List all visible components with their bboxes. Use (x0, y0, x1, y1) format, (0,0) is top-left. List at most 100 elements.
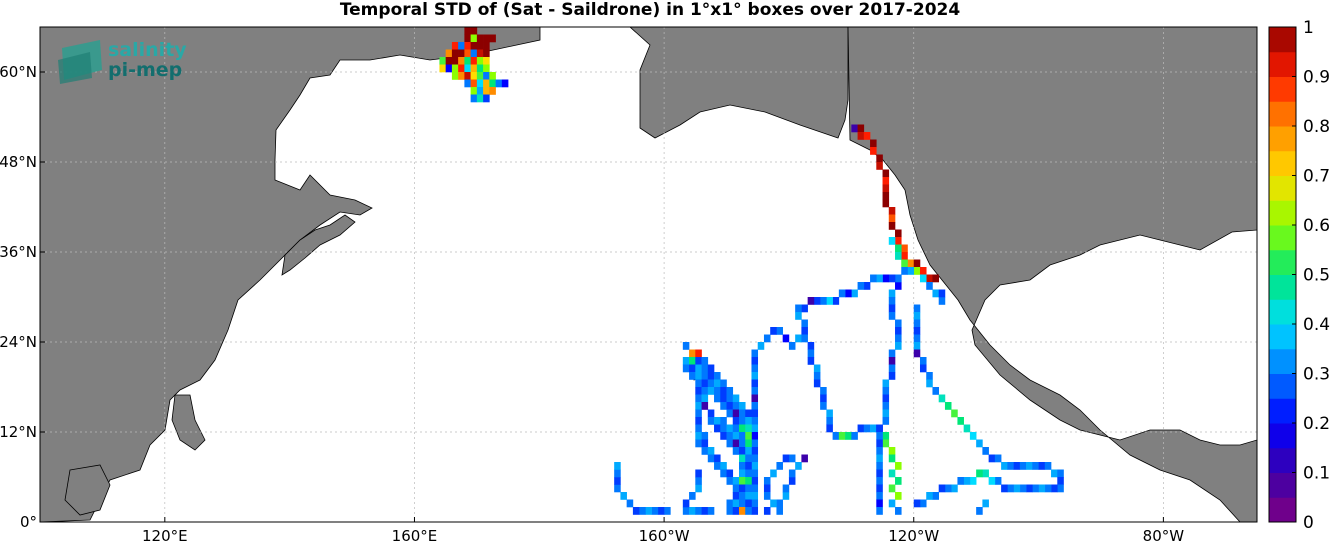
data-cell (751, 484, 759, 493)
colorbar-tick-label: 0.6 (1303, 216, 1330, 236)
x-tick-label: 160°E (392, 527, 438, 544)
data-cell (689, 372, 696, 380)
data-cell (1019, 462, 1027, 470)
data-cell (757, 342, 765, 350)
data-cell (732, 394, 740, 403)
data-cell (738, 417, 746, 425)
data-cell (826, 297, 833, 305)
data-cell (895, 477, 902, 485)
colorbar-segment (1269, 101, 1296, 127)
data-cell (470, 57, 478, 65)
data-cell (732, 447, 740, 455)
data-cell (476, 87, 484, 95)
data-cell (745, 477, 752, 485)
data-cell (876, 454, 883, 463)
data-cell (458, 57, 465, 65)
data-cell (470, 94, 478, 103)
data-cell (720, 394, 727, 403)
data-cell (751, 499, 759, 508)
data-cell (876, 424, 883, 433)
data-cell (807, 349, 815, 358)
data-cell (832, 432, 840, 440)
data-cell (726, 439, 734, 448)
data-cell (751, 409, 759, 418)
data-cell (726, 409, 734, 418)
colorbar-tick-label: 0.2 (1303, 414, 1330, 434)
data-cell (464, 49, 471, 58)
data-cell (1013, 484, 1021, 493)
data-cell (751, 357, 759, 365)
data-cell (714, 372, 721, 380)
data-cell (645, 507, 652, 515)
colorbar-segment (1269, 249, 1296, 275)
data-cell (888, 484, 896, 493)
colorbar-tick-label: 0.8 (1303, 117, 1330, 137)
data-cell (782, 334, 790, 343)
data-cell (926, 282, 933, 290)
data-cell (439, 64, 446, 73)
data-cell (969, 432, 977, 440)
data-cell (695, 387, 702, 395)
colorbar-segment (1269, 225, 1296, 251)
data-cell (776, 327, 783, 335)
colorbar-tick-label: 0.4 (1303, 315, 1330, 335)
data-cell (707, 417, 715, 425)
colorbar (1268, 26, 1297, 523)
data-cell (882, 417, 890, 425)
data-cell (876, 484, 883, 493)
data-cell (614, 477, 621, 485)
data-cell (707, 364, 715, 373)
data-cell (664, 507, 671, 515)
data-cell (1013, 462, 1021, 470)
data-cell (464, 72, 471, 80)
data-cell (714, 379, 721, 388)
data-cell (888, 357, 896, 365)
colorbar-segment (1269, 150, 1296, 176)
data-cell (626, 499, 634, 508)
data-cell (745, 507, 752, 515)
colorbar-segment (1269, 398, 1296, 424)
data-cell (901, 259, 908, 268)
data-cell (895, 244, 902, 253)
data-cell (1001, 484, 1008, 493)
data-cell (476, 34, 484, 43)
data-cell (919, 499, 927, 508)
data-cell (1026, 484, 1033, 493)
data-cell (651, 507, 659, 515)
colorbar-segment (1269, 373, 1296, 399)
data-cell (738, 409, 746, 418)
data-cell (738, 447, 746, 455)
colorbar-tick-label: 0.9 (1303, 68, 1330, 88)
data-cell (689, 492, 696, 500)
data-cell (751, 432, 759, 440)
data-cell (851, 124, 858, 133)
data-cell (851, 289, 858, 298)
data-cell (876, 439, 883, 448)
data-cell (695, 424, 702, 433)
data-cell (851, 432, 858, 440)
y-tick-label: 12°N (0, 423, 37, 441)
data-cell (720, 402, 727, 410)
data-cell (689, 507, 696, 515)
data-cell (483, 57, 490, 65)
data-cell (726, 394, 734, 403)
data-cell (470, 34, 478, 43)
data-cell (726, 477, 734, 485)
data-cell (476, 94, 484, 103)
data-cell (745, 469, 752, 478)
data-cell (464, 64, 471, 73)
data-cell (745, 447, 752, 455)
data-cell (801, 327, 808, 335)
data-cell (745, 439, 752, 448)
data-cell (826, 409, 833, 418)
data-cell (876, 447, 883, 455)
data-cell (895, 327, 902, 335)
data-cell (483, 87, 490, 95)
data-cell (813, 372, 821, 380)
data-cell (620, 492, 627, 500)
data-cell (895, 319, 902, 328)
data-cell (1051, 469, 1058, 478)
data-cell (707, 447, 715, 455)
data-cell (882, 379, 890, 388)
data-cell (994, 454, 1002, 463)
